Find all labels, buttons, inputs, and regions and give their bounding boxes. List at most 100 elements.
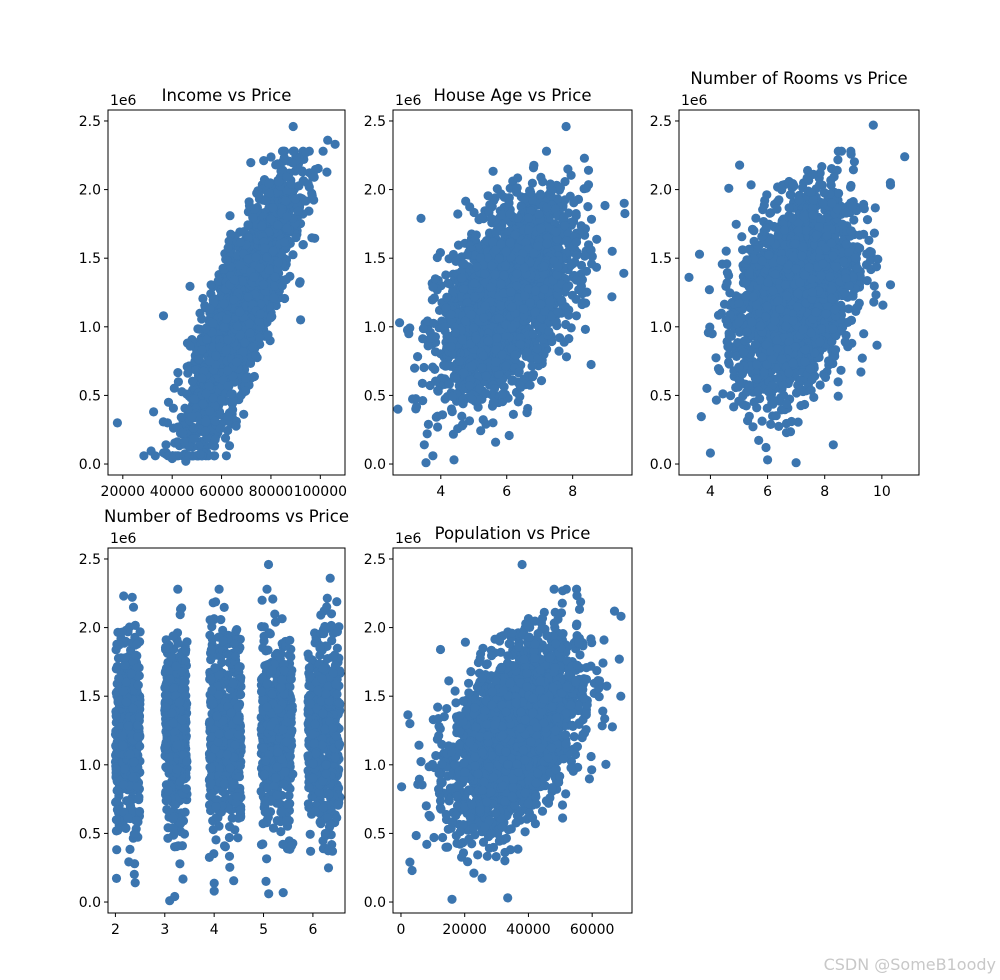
scatter-point: [565, 191, 575, 201]
scatter-point: [561, 319, 571, 330]
scatter-point: [429, 293, 439, 303]
scatter-point: [210, 416, 220, 426]
scatter-point: [295, 277, 305, 287]
scatter-point: [566, 260, 576, 270]
scatter-point: [198, 399, 208, 409]
y-tick-label: 1.5: [79, 251, 101, 267]
scatter-point: [274, 177, 284, 187]
scatter-point: [185, 341, 195, 351]
scatter-point: [235, 307, 245, 317]
scatter-point: [497, 389, 507, 399]
scatter-point: [504, 430, 514, 441]
scatter-point-outlier: [181, 456, 191, 466]
scatter-point: [429, 318, 439, 328]
scatter-point: [583, 202, 593, 212]
scatter-point: [547, 186, 557, 196]
x-tick-label: 100000: [294, 484, 347, 500]
scatter-point: [501, 361, 511, 371]
scatter-point: [557, 295, 567, 305]
scatter-point: [515, 339, 526, 349]
scatter-point: [515, 392, 525, 402]
scatter-point: [491, 227, 501, 237]
scatter-point: [539, 284, 550, 294]
scatter-point: [433, 386, 443, 396]
scatter-point: [301, 196, 311, 206]
scatter-point: [483, 191, 493, 201]
scatter-point: [282, 172, 292, 182]
scatter-point: [231, 421, 241, 431]
scatter-point: [246, 158, 256, 168]
scatter-point: [571, 294, 581, 304]
scatter-point: [447, 407, 457, 417]
scatter-point: [158, 417, 168, 427]
scatter-point: [551, 227, 561, 237]
scatter-point: [580, 251, 590, 261]
scatter-point: [490, 270, 500, 280]
scatter-point: [561, 352, 572, 362]
scatter-point: [220, 433, 231, 443]
scatter-point: [189, 434, 199, 444]
scatter-point: [187, 376, 198, 386]
scatter-point: [524, 225, 534, 235]
scatter-point: [225, 211, 235, 221]
scatter-point: [411, 404, 421, 414]
scatter-point: [465, 202, 475, 212]
scatter-point: [149, 407, 159, 417]
scatter-point: [209, 451, 219, 461]
scatter-point: [507, 376, 517, 386]
scatter-point: [451, 256, 461, 266]
scatter-point: [430, 274, 440, 284]
scatter-point: [223, 411, 233, 421]
scatter-point: [255, 309, 266, 319]
scatter-point: [205, 304, 215, 314]
scatter-points: [393, 121, 630, 468]
scatter-point: [560, 221, 570, 231]
scatter-point: [173, 377, 183, 387]
scatter-point: [222, 256, 232, 266]
scatter-point: [441, 361, 451, 371]
scatter-point: [259, 156, 269, 166]
scatter-point: [239, 409, 249, 419]
scatter-point: [194, 354, 204, 364]
scatter-point: [592, 234, 602, 244]
scatter-point: [497, 350, 507, 360]
scatter-point: [197, 373, 207, 383]
scatter-point: [496, 301, 506, 311]
scatter-point: [223, 381, 233, 391]
scatter-point: [542, 239, 552, 249]
scatter-point: [201, 388, 211, 399]
scatter-point: [273, 220, 283, 230]
scatter-point: [571, 311, 582, 321]
scatter-point: [281, 196, 291, 206]
scatter-point: [423, 419, 433, 429]
scatter-point: [586, 214, 597, 224]
scatter-point: [187, 412, 197, 422]
scatter-point: [251, 350, 261, 360]
scatter-point: [488, 397, 498, 408]
scatter-point: [580, 324, 591, 334]
scatter-point: [486, 282, 496, 292]
scatter-point: [571, 250, 582, 260]
scatter-point: [185, 281, 195, 291]
scatter-point: [522, 408, 532, 418]
scatter-point: [443, 278, 453, 288]
scatter-point: [458, 420, 468, 430]
scatter-point: [251, 252, 261, 262]
scatter-point: [553, 307, 563, 317]
scatter-point: [428, 451, 438, 461]
scatter-point: [268, 203, 278, 213]
scatter-point: [562, 282, 572, 293]
scatter-point: [571, 209, 581, 219]
scatter-point: [232, 321, 242, 331]
scatter-point: [229, 275, 239, 285]
scatter-point: [254, 333, 265, 343]
scatter-point: [410, 363, 420, 373]
scatter-point: [430, 347, 441, 357]
scatter-point: [446, 342, 456, 352]
scatter-point: [241, 386, 251, 396]
scatter-point: [552, 270, 562, 280]
scatter-point: [477, 212, 487, 222]
scatter-point: [249, 272, 259, 282]
scatter-point: [476, 426, 486, 436]
